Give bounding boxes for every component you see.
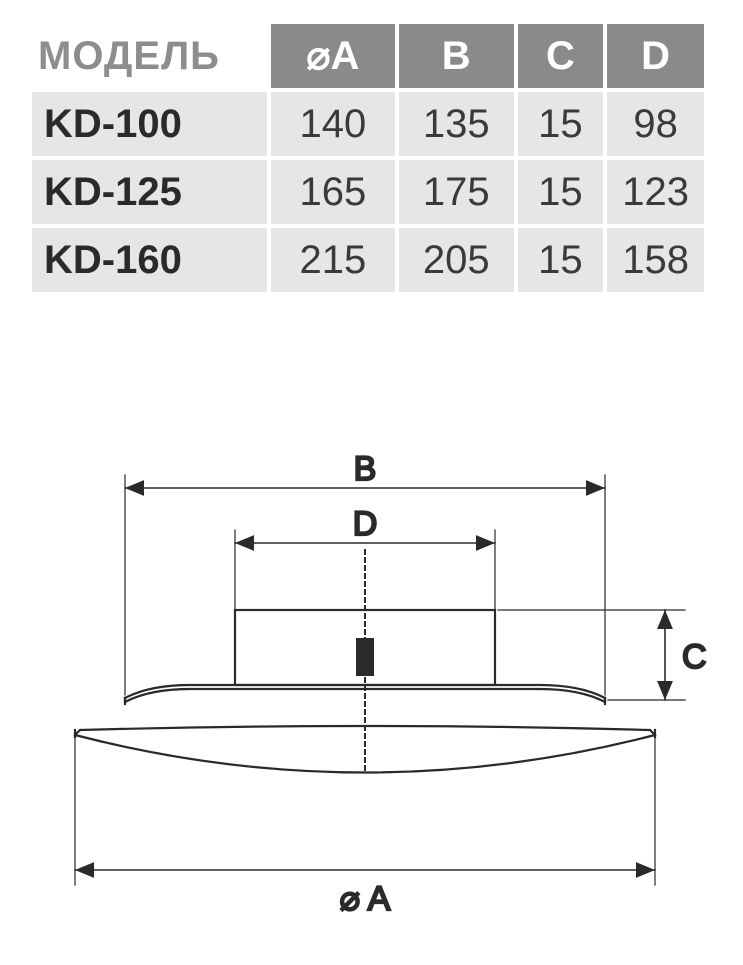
table-row: KD-125 165 175 15 123 bbox=[32, 160, 704, 224]
dim-label-b: B bbox=[354, 450, 377, 488]
table-row: KD-160 215 205 15 158 bbox=[32, 228, 704, 292]
value-cell: 135 bbox=[399, 92, 514, 156]
header-col-d: D bbox=[607, 24, 704, 88]
diameter-icon: ⌀ bbox=[306, 34, 330, 78]
header-col-b: B bbox=[399, 24, 514, 88]
value-cell: 205 bbox=[399, 228, 514, 292]
value-cell: 15 bbox=[518, 228, 604, 292]
value-cell: 165 bbox=[271, 160, 395, 224]
value-cell: 215 bbox=[271, 228, 395, 292]
header-col-c: C bbox=[518, 24, 604, 88]
dim-label-c: C bbox=[682, 638, 707, 676]
spec-table: МОДЕЛЬ ⌀A B C D KD-100 140 135 15 98 KD-… bbox=[28, 20, 708, 296]
table-header-row: МОДЕЛЬ ⌀A B C D bbox=[32, 24, 704, 88]
diagram-svg: B D C ⌀ A bbox=[30, 440, 720, 940]
value-cell: 175 bbox=[399, 160, 514, 224]
header-col-a: ⌀A bbox=[271, 24, 395, 88]
dimension-diagram: B D C ⌀ A bbox=[30, 440, 720, 940]
value-cell: 98 bbox=[607, 92, 704, 156]
header-a-label: A bbox=[330, 34, 359, 78]
value-cell: 158 bbox=[607, 228, 704, 292]
value-cell: 15 bbox=[518, 92, 604, 156]
model-cell: KD-125 bbox=[32, 160, 267, 224]
dim-label-d: D bbox=[353, 505, 378, 543]
model-cell: KD-160 bbox=[32, 228, 267, 292]
header-model: МОДЕЛЬ bbox=[32, 24, 267, 88]
dim-label-a: ⌀ A bbox=[340, 880, 391, 918]
value-cell: 140 bbox=[271, 92, 395, 156]
model-cell: KD-100 bbox=[32, 92, 267, 156]
value-cell: 15 bbox=[518, 160, 604, 224]
value-cell: 123 bbox=[607, 160, 704, 224]
table-row: KD-100 140 135 15 98 bbox=[32, 92, 704, 156]
